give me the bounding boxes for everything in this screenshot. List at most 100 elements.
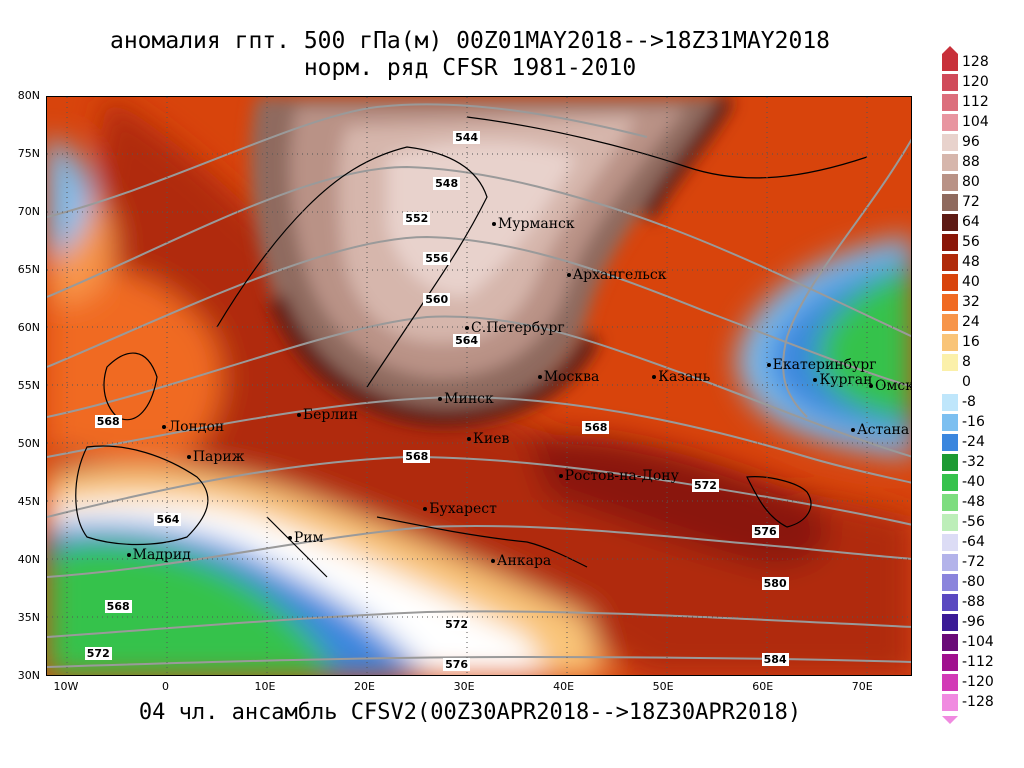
colorbar-entry: -104: [940, 634, 1020, 651]
city-dot: [869, 384, 873, 388]
lat-tick-label: 50N: [17, 437, 40, 450]
contour-line: [47, 165, 911, 338]
contour-value-label: 568: [403, 449, 431, 463]
field-nw-blue: [47, 137, 90, 257]
colorbar-swatch: [942, 654, 958, 671]
colorbar-entry: -96: [940, 614, 1020, 631]
colorbar-entry: 128: [940, 54, 1020, 71]
colorbar-label: -48: [962, 494, 985, 510]
colorbar-entry: 0: [940, 374, 1020, 391]
colorbar-label: -96: [962, 614, 985, 630]
map-footer: 04 чл. ансамбль CFSV2(00Z30APR2018-->18Z…: [138, 700, 802, 725]
colorbar-entry: -16: [940, 414, 1020, 431]
colorbar-label: 112: [962, 94, 989, 110]
colorbar-swatch: [942, 174, 958, 191]
colorbar-entry: 64: [940, 214, 1020, 231]
colorbar-label: 16: [962, 334, 980, 350]
colorbar-swatch: [942, 74, 958, 91]
colorbar-label: 104: [962, 114, 989, 130]
colorbar-swatch: [942, 354, 958, 371]
city-name: Лондон: [168, 418, 225, 435]
colorbar-entry: 24: [940, 314, 1020, 331]
colorbar-swatch: [942, 114, 958, 131]
lat-tick-label: 70N: [17, 205, 40, 218]
colorbar: 128 120 112 104 96 88 80 72 64 56 48 40 32 24 16 8 0 -8 -1…: [940, 46, 1020, 726]
city-dot: [296, 413, 301, 417]
lon-tick-label: 60E: [752, 680, 774, 693]
city-name: Мурманск: [497, 215, 575, 232]
lat-tick-label: 65N: [17, 263, 40, 276]
city-dot: [490, 559, 495, 564]
colorbar-entry: -80: [940, 574, 1020, 591]
lat-tick-label: 30N: [17, 669, 40, 682]
field-maroon-arc: [639, 97, 735, 221]
colorbar-label: 120: [962, 74, 989, 90]
colorbar-entry: -24: [940, 434, 1020, 451]
city-dot: [558, 474, 563, 479]
colorbar-label: 40: [962, 274, 980, 290]
lat-tick-label: 75N: [17, 147, 40, 160]
colorbar-label: -8: [962, 394, 976, 410]
colorbar-swatch: [942, 494, 958, 511]
colorbar-entry: 88: [940, 154, 1020, 171]
field-maroon-ring: [268, 293, 601, 427]
city-dot: [465, 326, 470, 330]
colorbar-entry: 32: [940, 294, 1020, 311]
city-label: Минск: [438, 391, 494, 407]
colorbar-label: 24: [962, 314, 980, 330]
contour-line: [47, 103, 648, 218]
city-dot: [766, 363, 771, 368]
lon-tick-label: 70E: [851, 680, 873, 693]
lon-tick-label: 40E: [553, 680, 575, 693]
colorbar-label: 72: [962, 194, 980, 210]
colorbar-label: -72: [962, 554, 985, 570]
city-label: Казань: [652, 369, 710, 385]
colorbar-entry: -88: [940, 594, 1020, 611]
city-name: Берлин: [302, 407, 358, 423]
contour-value-label: 576: [443, 658, 471, 672]
colorbar-entry: 72: [940, 194, 1020, 211]
colorbar-entry: -32: [940, 454, 1020, 471]
lat-tick-label: 35N: [17, 611, 40, 624]
city-dot: [162, 424, 167, 429]
city-label: С.Петербург: [465, 320, 565, 336]
coastline-scandinavia: [216, 146, 488, 388]
city-dot: [566, 272, 571, 277]
colorbar-label: -80: [962, 574, 985, 590]
lon-tick-label: 20E: [354, 680, 375, 693]
city-name: С.Петербург: [471, 320, 565, 336]
lon-tick-label: 0: [161, 680, 169, 693]
colorbar-label: 56: [962, 234, 980, 250]
contour-line: [47, 235, 911, 388]
city-name: Мадрид: [132, 547, 191, 564]
colorbar-label: 48: [962, 254, 980, 270]
contour-value-label: 572: [443, 617, 471, 631]
city-dot: [491, 221, 496, 226]
colorbar-swatch: [942, 334, 958, 351]
colorbar-entry: 104: [940, 114, 1020, 131]
colorbar-label: -40: [962, 474, 985, 490]
colorbar-label: -56: [962, 514, 985, 530]
colorbar-swatch: [942, 234, 958, 251]
city-label: Екатеринбург: [766, 357, 877, 373]
colorbar-entry: -72: [940, 554, 1020, 571]
city-name: Омск: [875, 378, 912, 394]
contour-line: [47, 455, 911, 526]
contour-value-label: 580: [761, 577, 789, 591]
colorbar-swatch: [942, 414, 958, 431]
contour-value-label: 568: [94, 414, 122, 428]
lat-tick-label: 40N: [17, 553, 40, 566]
colorbar-entry: -8: [940, 394, 1020, 411]
city-name: Москва: [543, 368, 600, 385]
contour-value-label: 556: [423, 252, 451, 266]
contour-line: [47, 395, 911, 484]
colorbar-swatch: [942, 594, 958, 611]
colorbar-entry: -112: [940, 654, 1020, 671]
colorbar-label: 64: [962, 214, 980, 230]
city-dot: [287, 535, 292, 540]
city-name: Париж: [192, 448, 245, 465]
city-label: Бухарест: [423, 501, 497, 517]
lon-tick-label: 10W: [53, 680, 79, 693]
contour-value-label: 548: [433, 177, 461, 190]
city-dot: [186, 454, 191, 459]
